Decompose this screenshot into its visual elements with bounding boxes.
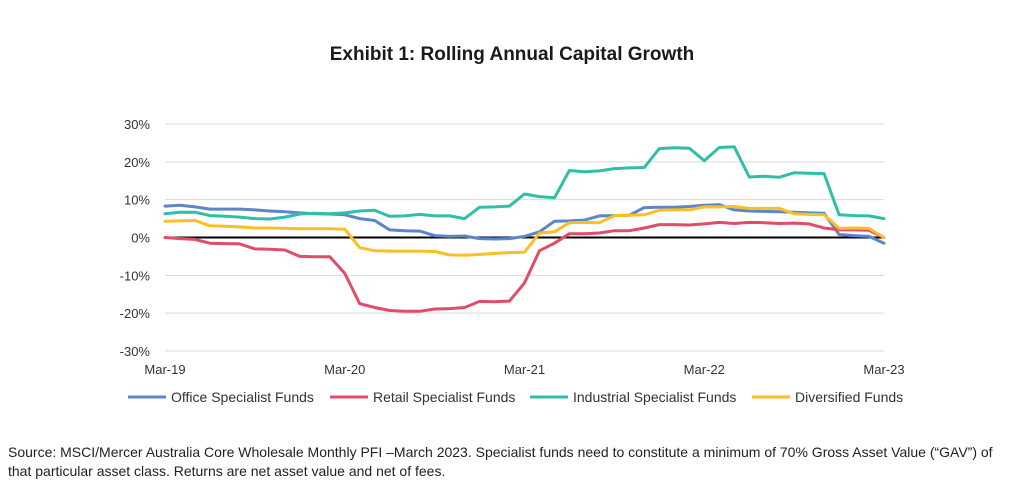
source-note-line-1: Source: MSCI/Mercer Australia Core Whole… [8, 444, 993, 460]
y-tick-label: -10% [120, 268, 151, 283]
x-tick-label: Mar-20 [324, 362, 365, 377]
legend-item-industrial-specialist-funds: Industrial Specialist Funds [530, 389, 736, 405]
legend-label: Office Specialist Funds [171, 389, 314, 405]
y-tick-label: 20% [124, 155, 150, 170]
y-tick-label: 0% [131, 231, 150, 246]
series-line-diversified-funds [163, 205, 886, 257]
y-tick-label: 10% [124, 193, 150, 208]
source-note: Source: MSCI/Mercer Australia Core Whole… [8, 443, 1018, 481]
legend-label: Retail Specialist Funds [373, 389, 515, 405]
y-tick-label: -20% [120, 306, 151, 321]
series-lines [163, 145, 886, 313]
legend-label: Industrial Specialist Funds [573, 389, 736, 405]
legend-item-retail-specialist-funds: Retail Specialist Funds [330, 389, 515, 405]
chart-title: Exhibit 1: Rolling Annual Capital Growth [329, 44, 695, 65]
x-tick-label: Mar-21 [504, 362, 545, 377]
gridlines [165, 123, 884, 352]
x-tick-label: Mar-22 [684, 362, 725, 377]
y-tick-label: -30% [120, 344, 151, 359]
legend-item-office-specialist-funds: Office Specialist Funds [128, 389, 314, 405]
x-tick-label: Mar-23 [863, 362, 904, 377]
legend-item-diversified-funds: Diversified Funds [752, 389, 903, 405]
series-line-retail-specialist-funds [163, 220, 886, 313]
legend: Office Specialist Funds Retail Specialist… [128, 389, 903, 405]
series-line-industrial-specialist-funds [163, 145, 886, 221]
y-tick-label: 30% [124, 117, 150, 132]
x-tick-label: Mar-19 [144, 362, 185, 377]
series-line-office-specialist-funds [163, 203, 886, 245]
y-axis-tick-labels: 30% 20% 10% 0% -10% -20% -30% [120, 117, 151, 359]
legend-label: Diversified Funds [795, 389, 903, 405]
source-note-line-2: that particular asset class. Returns are… [8, 463, 446, 479]
x-axis-tick-labels: Mar-19 Mar-20 Mar-21 Mar-22 Mar-23 [144, 362, 904, 377]
